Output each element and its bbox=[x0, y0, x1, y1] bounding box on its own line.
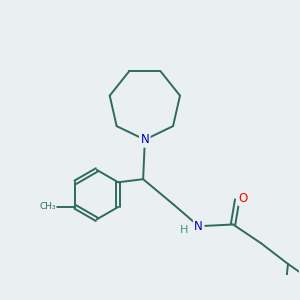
Text: H: H bbox=[180, 225, 188, 235]
Text: O: O bbox=[239, 192, 248, 205]
Text: N: N bbox=[194, 220, 203, 233]
Text: CH₃: CH₃ bbox=[39, 202, 56, 211]
Text: N: N bbox=[140, 133, 149, 146]
